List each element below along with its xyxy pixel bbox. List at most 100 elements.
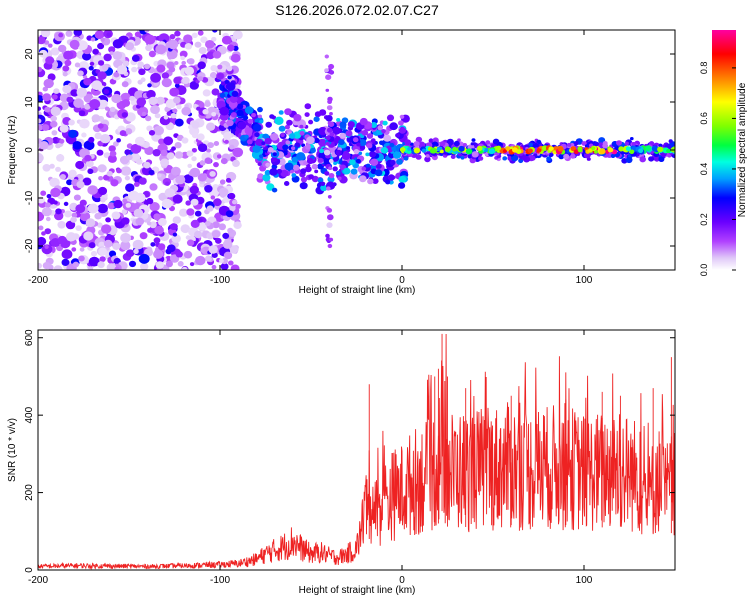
spectrogram-cell — [337, 176, 342, 181]
spectrogram-cell — [197, 173, 207, 182]
spectrogram-cell — [229, 245, 239, 254]
spectrogram-cell — [399, 147, 406, 153]
spectrogram-cell — [232, 30, 243, 40]
spectrogram-cell — [43, 78, 54, 89]
spectrogram-cell — [261, 141, 266, 146]
spectrogram-cell — [85, 218, 96, 228]
spectrogram-cell — [282, 144, 289, 151]
spectrogram-cell — [173, 96, 181, 104]
spectrogram-cell — [75, 160, 85, 170]
spectrogram-cell — [300, 176, 308, 183]
spectrogram-cell — [323, 157, 332, 165]
spectrogram-cell — [359, 175, 367, 183]
y-tick-label: 20 — [24, 48, 35, 60]
spectrogram-cell — [333, 161, 338, 166]
spectrogram-cell — [44, 244, 49, 249]
spectrogram-cell — [73, 194, 81, 201]
spectrogram-cell — [187, 163, 192, 168]
spectrogram-cell — [319, 109, 327, 116]
spectrogram-cell — [359, 145, 366, 150]
spectrogram-cell — [172, 194, 183, 204]
spectrogram-cell — [666, 148, 671, 154]
spectrogram-cell — [329, 132, 335, 137]
spectrogram-cell — [113, 141, 119, 147]
spectrogram-cell — [323, 149, 331, 156]
spectrogram-cell — [72, 261, 80, 268]
spectrogram-cell — [97, 261, 105, 269]
spectrogram-cell — [521, 155, 528, 161]
spectrogram-cell — [631, 142, 637, 146]
spectrogram-cell — [179, 208, 188, 217]
spectrogram-cell — [395, 133, 401, 138]
spectrogram-y-label: Frequency (Hz) — [7, 116, 18, 185]
spectrogram-cell — [174, 151, 184, 159]
spectrogram-cell — [198, 47, 207, 55]
x-tick-label: -200 — [28, 575, 48, 586]
spectrogram-cell — [138, 68, 146, 76]
spectrogram-cell — [144, 30, 150, 33]
y-tick-label: -20 — [24, 238, 35, 253]
spectrogram-cell — [84, 154, 92, 162]
spectrogram-cell — [116, 168, 122, 174]
spectrogram-cell — [205, 255, 212, 262]
spectrogram-cell — [148, 96, 158, 106]
spectrogram-cell — [112, 242, 121, 250]
spectrogram-cell — [335, 170, 341, 176]
spectrogram-cell — [75, 225, 82, 232]
spectrogram-cell — [374, 169, 383, 177]
spectrogram-cell — [112, 39, 124, 49]
spectrogram-cell — [170, 113, 177, 119]
spectrogram-cell — [156, 96, 165, 105]
spectrogram-cell — [106, 32, 112, 37]
spectrogram-cell — [214, 204, 221, 210]
spectrogram-cell — [136, 97, 147, 107]
spectrogram-cell — [69, 39, 80, 50]
spectrogram-cell — [66, 96, 74, 103]
spectrogram-cell — [83, 77, 92, 86]
spectrogram-cell — [76, 180, 85, 189]
spectrogram-cell — [254, 132, 260, 138]
spectrogram-cell — [124, 175, 130, 181]
colorbar-gradient — [712, 30, 736, 270]
spectrogram-cell — [196, 133, 205, 141]
spectrogram-cell — [113, 199, 123, 209]
spectrogram-cell — [64, 210, 72, 218]
spectrogram-cell — [73, 30, 83, 37]
spectrogram-cell — [180, 55, 186, 61]
spectrogram-cell — [121, 217, 130, 225]
spectrogram-cell — [157, 243, 166, 251]
spectrogram-cell — [181, 76, 190, 84]
spectrogram-cell — [658, 156, 665, 162]
spectrogram-cell — [396, 158, 403, 165]
spectrogram-cell — [324, 54, 329, 59]
spectrogram-cell — [399, 114, 405, 119]
spectrogram-cell — [172, 232, 178, 237]
spectrogram-cell — [50, 187, 61, 198]
spectrogram-cell — [210, 195, 216, 200]
spectrogram-cell — [225, 82, 236, 91]
spectrogram-cell — [51, 94, 58, 100]
spectrogram-cell — [146, 221, 152, 226]
spectrogram-cell — [211, 36, 217, 42]
spectrogram-cell — [121, 81, 129, 88]
spectrogram-cell — [38, 95, 44, 103]
spectrogram-cell — [326, 105, 333, 111]
spectrogram-cell — [206, 122, 216, 131]
spectrogram-cell — [574, 141, 579, 146]
spectrogram-cell — [88, 242, 96, 249]
spectrogram-cell — [105, 217, 111, 223]
spectrogram-cell — [116, 65, 128, 75]
spectrogram-cell — [347, 121, 355, 128]
spectrogram-cell — [163, 115, 169, 120]
spectrogram-cell — [150, 242, 156, 247]
spectrogram-cell — [243, 115, 249, 120]
spectrogram-cell — [149, 202, 160, 212]
spectrogram-cell — [325, 233, 330, 238]
spectrogram-cell — [44, 202, 51, 208]
spectrogram-cell — [244, 127, 253, 135]
spectrogram-cell — [465, 148, 473, 155]
spectrogram-cell — [424, 156, 431, 163]
spectrogram-cell — [200, 36, 208, 43]
spectrogram-cell — [327, 99, 332, 105]
spectrogram-cell — [204, 185, 213, 193]
